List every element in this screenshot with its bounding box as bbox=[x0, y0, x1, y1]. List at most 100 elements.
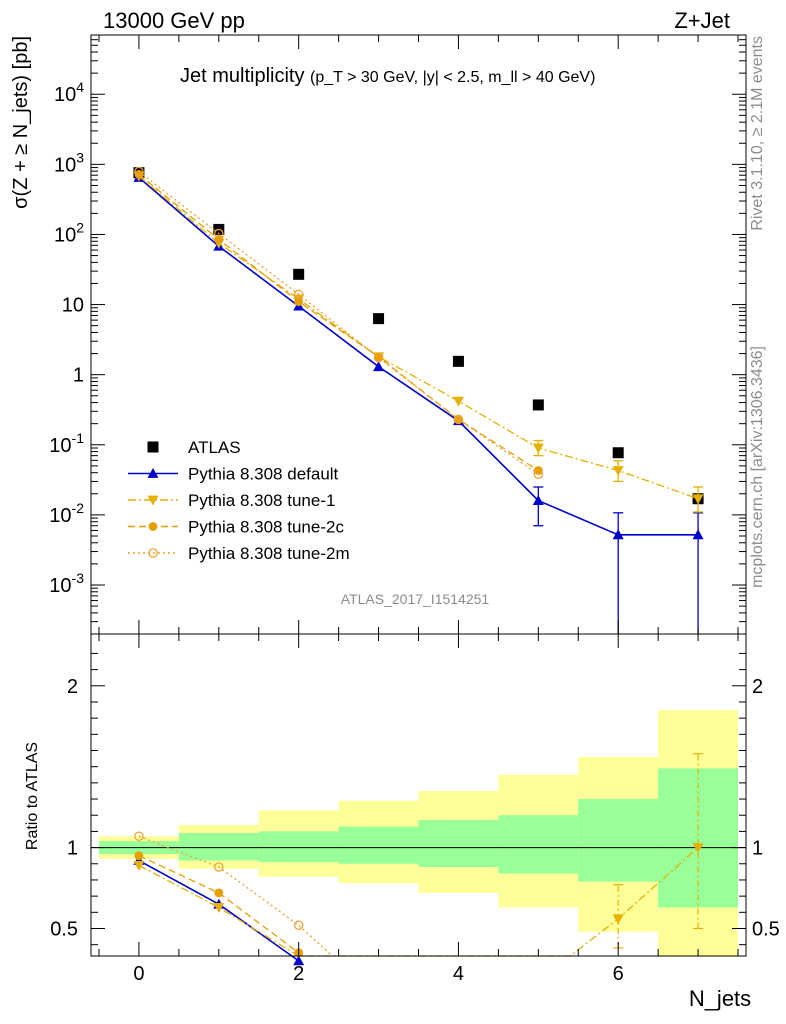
legend-marker-atlas bbox=[147, 441, 159, 453]
pythia-8-308-tune-1-ratio-point bbox=[612, 914, 624, 925]
legend-label-pythia-8-308-tune-2c: Pythia 8.308 tune-2c bbox=[188, 518, 344, 537]
pythia-8-308-tune-2c-point bbox=[134, 169, 144, 179]
pythia-8-308-tune-2m-ratio-point bbox=[214, 862, 224, 872]
pythia-8-308-tune-2c-ratio-point bbox=[134, 851, 144, 861]
ratio-uncertainty-bands bbox=[98, 710, 739, 956]
main-data-layer bbox=[133, 166, 704, 634]
legend-marker-pythia-8-308-default bbox=[147, 468, 159, 478]
tick-base: 10 bbox=[49, 505, 71, 527]
main-y-ticks bbox=[91, 34, 746, 635]
main-y-axis-label: σ(Z + ≥ N_jets) [pb] bbox=[10, 36, 32, 209]
ratio-y-tick-label-right: 2 bbox=[752, 676, 763, 698]
atlas-point bbox=[612, 447, 624, 459]
ratio-plot-panel: 0 2 4 6 0.5 0.5 1 1 2 2 Ratio to ATLAS N_jets bbox=[24, 633, 780, 1011]
legend-label-pythia-8-308-tune-2m: Pythia 8.308 tune-2m bbox=[188, 544, 350, 563]
main-y-tick-label: 1 bbox=[73, 365, 84, 387]
legend-marker-pythia-8-308-tune-2m bbox=[148, 548, 158, 558]
legend-marker-pythia-8-308-tune-1 bbox=[147, 495, 159, 506]
tick-exp: 4 bbox=[76, 79, 84, 95]
rivet-label: Rivet 3.1.10, ≥ 2.1M events bbox=[749, 36, 766, 231]
ratio-y-axis-label: Ratio to ATLAS bbox=[24, 742, 41, 850]
pythia-8-308-tune-1-ratio-line bbox=[138, 847, 699, 957]
band-inner bbox=[418, 820, 499, 868]
main-x-ticks bbox=[98, 35, 739, 634]
main-y-tick-label: 102 bbox=[54, 219, 84, 246]
pythia-8-308-default-ratio-point bbox=[293, 955, 305, 966]
legend-marker-pythia-8-308-tune-2c bbox=[148, 522, 158, 531]
ratio-x-tick-label: 6 bbox=[613, 963, 624, 985]
pythia-8-308-tune-2m-ratio-point bbox=[293, 920, 304, 931]
header-left: 13000 GeV pp bbox=[103, 8, 245, 33]
ratio-x-tick-label: 4 bbox=[453, 963, 464, 985]
pythia-8-308-tune-2m-line bbox=[138, 171, 539, 475]
pythia-8-308-tune-2m-point bbox=[134, 166, 144, 177]
ratio-y-tick-label-left: 1 bbox=[67, 838, 78, 860]
ratio-x-tick-label: 2 bbox=[293, 963, 304, 985]
main-title-cuts: (p_T > 30 GeV, |y| < 2.5, m_ll > 40 GeV) bbox=[310, 69, 595, 86]
pythia-8-308-tune-1-point bbox=[612, 466, 624, 476]
band-inner bbox=[658, 768, 739, 908]
tick-exp: 2 bbox=[76, 219, 84, 235]
pythia-8-308-tune-1-ratio-point bbox=[692, 843, 704, 854]
pythia-8-308-default-line bbox=[138, 176, 699, 536]
tick-exp: 3 bbox=[76, 149, 84, 165]
tick-base: 10 bbox=[54, 154, 76, 176]
pythia-8-308-tune-2m-point bbox=[293, 289, 304, 300]
tick-exp: -3 bbox=[72, 570, 85, 586]
pythia-8-308-tune-2c-point bbox=[294, 297, 304, 307]
pythia-8-308-default-point bbox=[532, 495, 544, 505]
pythia-8-308-tune-2m-point bbox=[373, 352, 384, 363]
ratio-y-tick-labels: 0.5 0.5 1 1 2 2 bbox=[50, 676, 780, 941]
ratio-y-tick-label-left: 2 bbox=[67, 676, 78, 698]
tick-base: 10 bbox=[54, 84, 76, 106]
band-inner bbox=[578, 799, 659, 882]
band-inner bbox=[178, 833, 259, 861]
band-inner bbox=[338, 826, 419, 864]
main-y-tick-label: 10-3 bbox=[49, 570, 84, 597]
mcplots-label: mcplots.cern.ch [arXiv:1306.3436] bbox=[749, 346, 766, 588]
main-title-text: Jet multiplicity bbox=[180, 65, 304, 87]
band-inner bbox=[498, 815, 579, 874]
header-right: Z+Jet bbox=[674, 8, 730, 33]
legend-label-pythia-8-308-tune-1: Pythia 8.308 tune-1 bbox=[188, 491, 335, 510]
pythia-8-308-tune-2c-ratio-point bbox=[214, 888, 224, 898]
pythia-8-308-tune-2m-ratio-point bbox=[134, 831, 144, 842]
legend-label-atlas: ATLAS bbox=[188, 438, 241, 457]
pythia-8-308-tune-1-ratio-point bbox=[133, 860, 145, 871]
atlas-point bbox=[373, 313, 385, 325]
ratio-x-ticks bbox=[98, 634, 739, 956]
pythia-8-308-default-point bbox=[612, 529, 624, 540]
band-inner bbox=[258, 831, 339, 863]
main-y-tick-label: 10 bbox=[62, 295, 84, 317]
analysis-watermark: ATLAS_2017_I1514251 bbox=[341, 591, 490, 607]
ratio-y-tick-label-right: 1 bbox=[752, 838, 763, 860]
ratio-y-ticks bbox=[91, 652, 746, 946]
pythia-8-308-tune-2m-point bbox=[453, 414, 464, 425]
atlas-point bbox=[452, 355, 464, 367]
tick-exp: -2 bbox=[72, 500, 85, 516]
pythia-8-308-tune-1-ratio-point bbox=[213, 903, 225, 913]
main-y-tick-label: 103 bbox=[54, 149, 84, 176]
pythia-8-308-tune-1-point bbox=[692, 494, 704, 505]
tick-base: 10 bbox=[54, 224, 76, 246]
ratio-data-layer bbox=[133, 753, 704, 966]
atlas-point bbox=[293, 268, 305, 280]
main-title: Jet multiplicity (p_T > 30 GeV, |y| < 2.… bbox=[180, 65, 595, 87]
main-y-tick-label: 104 bbox=[54, 79, 84, 106]
legend-label-pythia-8-308-default: Pythia 8.308 default bbox=[188, 465, 339, 484]
ratio-x-tick-labels: 0 2 4 6 bbox=[133, 963, 623, 985]
pythia-8-308-tune-2m-point bbox=[533, 469, 544, 480]
pythia-8-308-tune-2m-ratio-line bbox=[138, 835, 333, 957]
ratio-y-tick-label-right: 0.5 bbox=[752, 918, 780, 940]
pythia-8-308-tune-1-point bbox=[452, 396, 464, 407]
ratio-y-tick-label-left: 0.5 bbox=[50, 918, 78, 940]
ratio-x-axis-label: N_jets bbox=[689, 986, 751, 1011]
atlas-point bbox=[532, 399, 544, 411]
main-y-tick-label: 10-2 bbox=[49, 500, 84, 527]
pythia-8-308-default-point bbox=[692, 529, 704, 540]
tick-exp: -1 bbox=[72, 430, 85, 446]
main-y-tick-label: 10-1 bbox=[49, 430, 84, 457]
